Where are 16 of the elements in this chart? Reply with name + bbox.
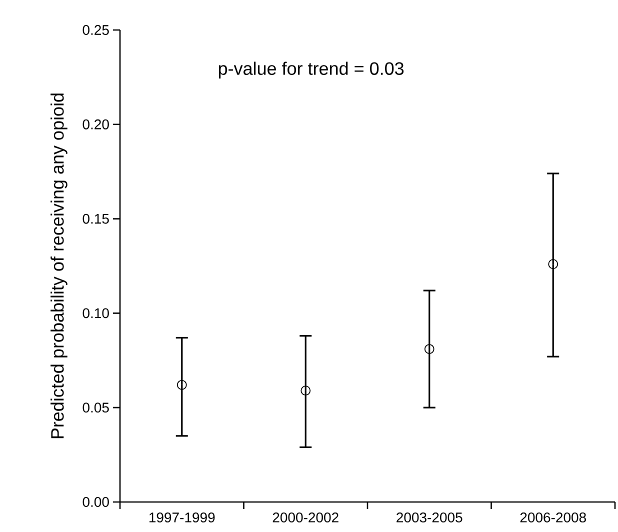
x-tick-label: 2006-2008 xyxy=(520,512,586,522)
y-tick-label: 0.10 xyxy=(82,308,109,318)
y-tick-label: 0.15 xyxy=(82,214,109,224)
x-tick-label: 2000-2002 xyxy=(272,512,338,522)
x-tick-label: 2003-2005 xyxy=(396,512,462,522)
point xyxy=(176,380,187,390)
y-tick-label: 0.20 xyxy=(82,119,109,130)
x-tick-label: 1997-1999 xyxy=(149,512,215,522)
y-tick-label: 0.25 xyxy=(82,25,109,35)
y-tick-label: 0.05 xyxy=(82,402,109,413)
y-axis-title: Predicted probability of receiving any opioid xyxy=(50,94,68,438)
y-tick-label: 0.00 xyxy=(82,497,109,507)
annotation: p-value for trend = 0.03 xyxy=(218,62,404,79)
point xyxy=(548,259,558,270)
point xyxy=(424,344,434,354)
point xyxy=(300,386,311,396)
